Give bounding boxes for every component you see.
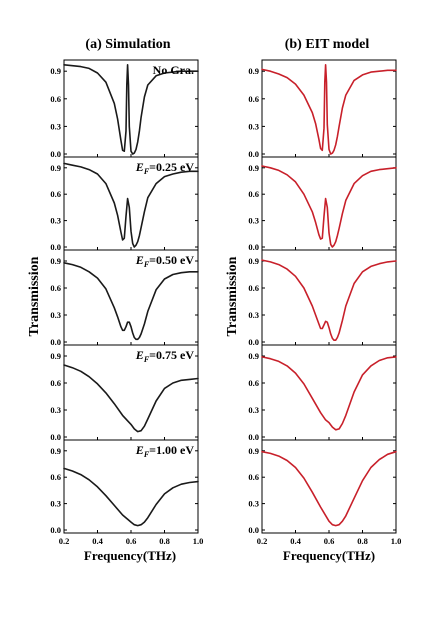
x-tick-label: 0.6 [126,536,137,546]
y-tick-label: 0.6 [248,189,259,199]
panel-label: EF=1.00 eV [135,443,195,459]
panel-label-value: =0.50 eV [149,253,194,267]
panel-label-sub: F [143,450,150,459]
y-tick-label: 0.0 [248,432,259,442]
y-tick-label: 0.6 [248,378,259,388]
chart-title: (a) Simulation [85,37,170,52]
x-tick-label: 0.8 [357,536,368,546]
y-tick-label: 0.6 [50,472,61,482]
transmission-curve [261,64,397,155]
y-tick-label: 0.3 [248,405,259,415]
y-tick-label: 0.9 [248,66,259,76]
y-tick-label: 0.3 [50,216,61,226]
chart-simulation: (a) Simulation Transmission Frequency(THz)… [27,37,203,563]
panel-2: 0.0 0.3 0.6 0.9 EF=0.25 eV [50,156,199,252]
transmission-curve [261,356,397,431]
panel-1: 0.0 0.3 0.6 0.9 [248,59,397,159]
y-tick-label: 0.6 [50,378,61,388]
y-tick-label: 0.9 [248,256,259,266]
y-axis-label: Transmission [225,256,240,336]
panel-label-sub: F [143,167,150,176]
y-tick-label: 0.3 [50,405,61,415]
y-tick-label: 0.3 [248,499,259,509]
panel-label-sub: F [143,260,150,269]
y-tick-label: 0.9 [248,351,259,361]
y-tick-label: 0.6 [50,283,61,293]
y-tick-label: 0.3 [248,310,259,320]
panel-label-var: E [135,443,144,457]
transmission-curve [63,262,199,341]
panel-label: EF=0.75 eV [135,348,195,364]
y-tick-label: 0.0 [50,242,61,252]
y-tick-label: 0.0 [50,525,61,535]
y-axis-label: Transmission [27,256,42,336]
y-tick-label: 0.9 [50,256,61,266]
transmission-curve [63,467,199,527]
y-tick-label: 0.9 [50,163,61,173]
y-tick-label: 0.0 [50,432,61,442]
panel-label: EF=0.50 eV [135,253,195,269]
y-tick-label: 0.9 [50,351,61,361]
y-tick-label: 0.0 [248,337,259,347]
y-tick-label: 0.0 [248,242,259,252]
y-tick-label: 0.3 [248,216,259,226]
panel-label-var: E [135,253,144,267]
transmission-curve [261,450,397,527]
x-tick-label: 0.8 [159,536,170,546]
y-tick-label: 0.6 [50,94,61,104]
chart-title: (b) EIT model [285,37,370,52]
transmission-curve [261,165,397,248]
transmission-curve [63,64,199,155]
y-tick-label: 0.9 [50,66,61,76]
y-tick-label: 0.6 [248,472,259,482]
y-tick-label: 0.0 [50,337,61,347]
panel-4: 0.0 0.3 0.6 0.9 EF=0.75 eV [50,344,199,442]
y-tick-label: 0.9 [248,163,259,173]
panel-5: 0.0 0.3 0.6 0.9 [248,439,397,535]
panel-label-value: =0.25 eV [149,160,194,174]
transmission-curve [63,162,199,248]
x-axis-label: Frequency(THz) [84,548,176,563]
y-tick-label: 0.3 [248,121,259,131]
chart-eit-model: (b) EIT model Transmission Frequency(THz) 0… [225,37,401,563]
panel-label-sub: F [143,355,150,364]
y-tick-label: 0.6 [248,283,259,293]
panel-label: No Gra. [153,63,194,77]
panel-label-value: =0.75 eV [149,348,194,362]
panel-label-var: E [135,160,144,174]
panel-label: EF=0.25 eV [135,160,195,176]
x-tick-label: 0.2 [257,536,268,546]
panel-label-value: =1.00 eV [149,443,194,457]
x-tick-label: 1.0 [391,536,402,546]
y-tick-label: 0.9 [248,446,259,456]
panel-label-var: E [135,348,144,362]
y-tick-label: 0.6 [50,189,61,199]
x-axis-label: Frequency(THz) [283,548,375,563]
y-tick-label: 0.0 [248,525,259,535]
y-tick-label: 0.6 [248,94,259,104]
panel-5: 0.0 0.3 0.6 0.9 EF=1.00 eV [50,439,199,535]
y-tick-label: 0.9 [50,446,61,456]
transmission-curve [63,364,199,433]
y-tick-label: 0.0 [248,149,259,159]
y-tick-label: 0.3 [50,310,61,320]
x-tick-label: 0.2 [59,536,70,546]
x-tick-label: 0.4 [92,536,103,546]
x-tick-label: 1.0 [193,536,204,546]
y-tick-label: 0.3 [50,499,61,509]
x-tick-label: 0.4 [290,536,301,546]
y-tick-label: 0.0 [50,149,61,159]
y-tick-label: 0.3 [50,121,61,131]
x-tick-label: 0.6 [324,536,335,546]
transmission-curve [261,259,397,341]
